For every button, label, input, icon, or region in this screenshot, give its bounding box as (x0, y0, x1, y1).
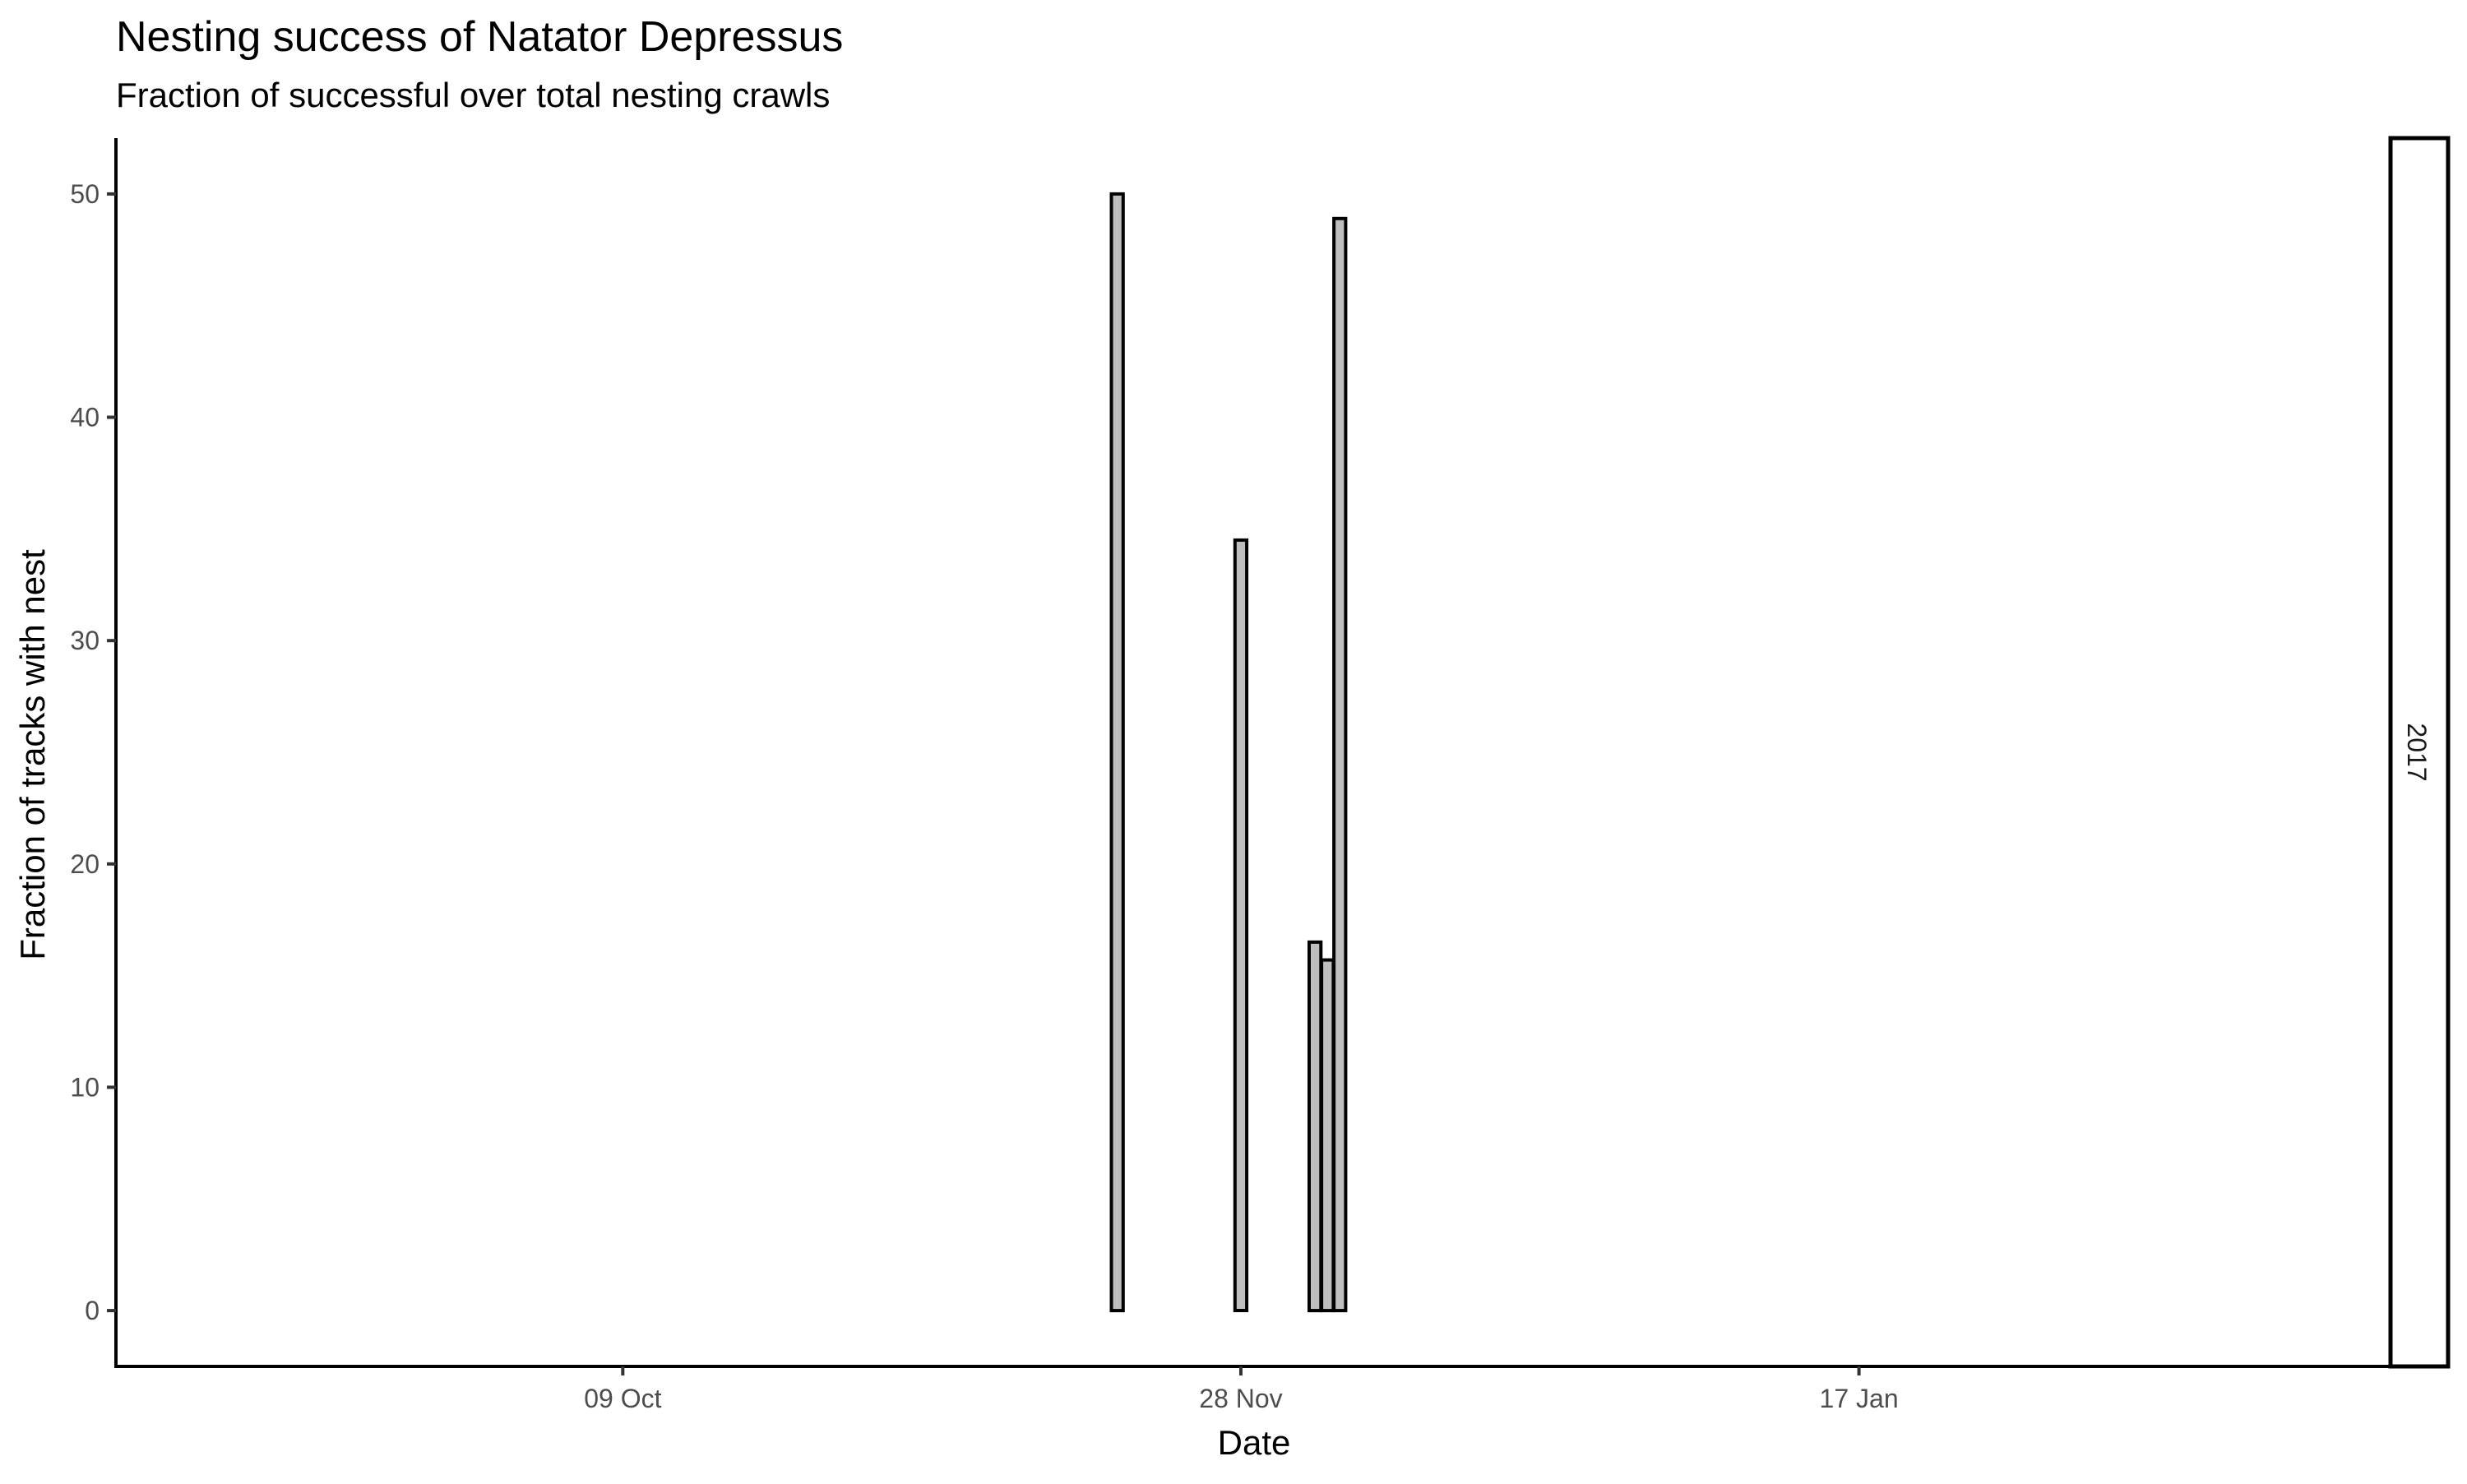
x-tick-label: 28 Nov (1199, 1384, 1282, 1413)
x-tick-label: 09 Oct (584, 1384, 661, 1413)
x-axis-title: Date (1218, 1423, 1291, 1462)
y-tick-label: 10 (70, 1072, 100, 1102)
x-tick-label: 17 Jan (1820, 1384, 1899, 1413)
plot-panel: 0 10 20 30 40 50 09 Oct 28 Nov 17 Jan (70, 138, 2391, 1413)
facet-strip: 2017 (2388, 136, 2451, 1369)
y-tick-label: 30 (70, 626, 100, 655)
y-axis-title: Fraction of tracks with nest (13, 549, 52, 960)
bar (1320, 958, 1335, 1313)
bar (1233, 538, 1249, 1312)
y-tick-label: 20 (70, 849, 100, 879)
bar (1109, 192, 1125, 1313)
y-tick-label: 0 (85, 1296, 100, 1325)
facet-strip-box (2388, 136, 2451, 1369)
bar (1308, 940, 1323, 1313)
bar (1332, 216, 1348, 1313)
facet-strip-label: 2017 (2402, 723, 2432, 781)
chart-subtitle: Fraction of successful over total nestin… (116, 76, 830, 114)
y-tick-label: 40 (70, 403, 100, 432)
y-tick-label: 50 (70, 179, 100, 209)
chart-title: Nesting success of Natator Depressus (116, 13, 843, 61)
